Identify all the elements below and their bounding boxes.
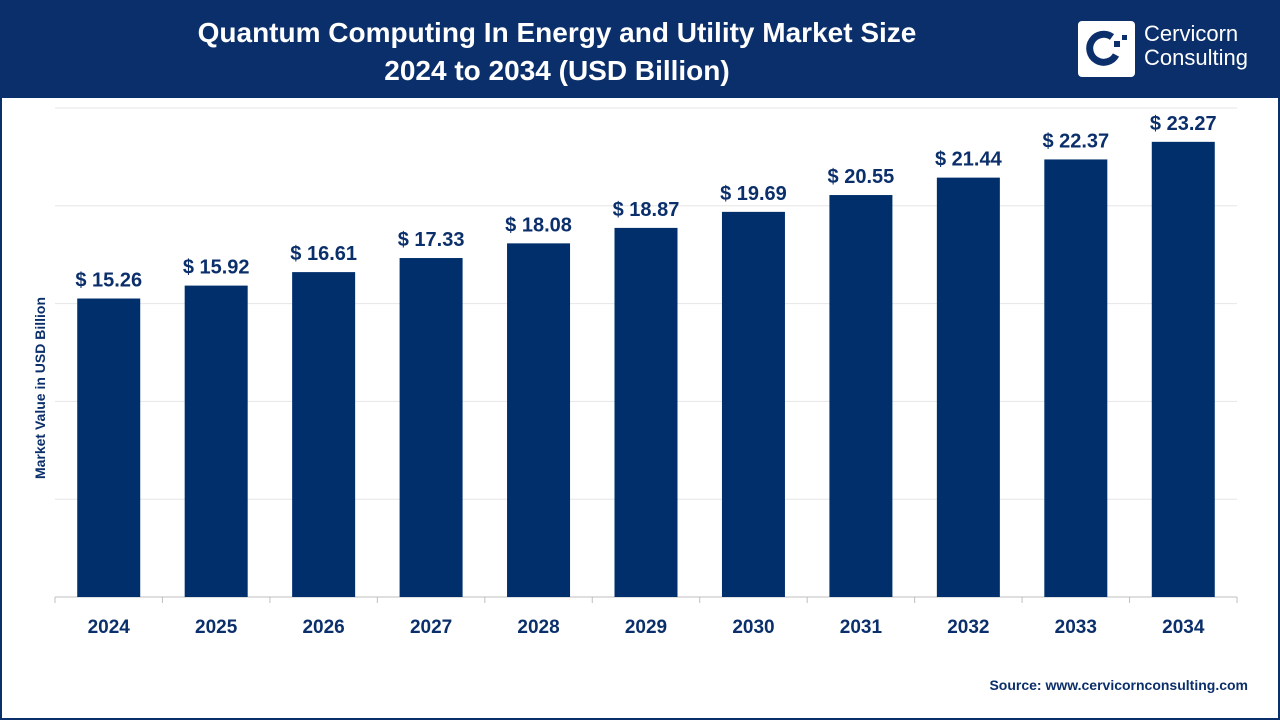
title-line-2: 2024 to 2034 (USD Billion) [384,55,730,86]
data-label-2025: $ 15.92 [183,257,250,279]
bar-2027 [399,258,463,597]
logo-line-2: Consulting [1144,45,1248,70]
data-label-2033: $ 22.37 [1042,130,1109,152]
header-banner: Quantum Computing In Energy and Utility … [2,2,1278,98]
x-tick-label-2025: 2025 [195,617,238,638]
data-label-2028: $ 18.08 [505,214,572,236]
bar-2026 [292,272,356,597]
bar-2024 [77,298,141,597]
x-tick-label-2030: 2030 [732,617,774,638]
x-tick-label-2027: 2027 [410,617,452,638]
data-label-2031: $ 20.55 [828,166,895,188]
data-label-2024: $ 15.26 [75,270,142,292]
data-label-2027: $ 17.33 [398,229,465,251]
cervicorn-logo-icon [1078,21,1135,77]
data-label-2032: $ 21.44 [935,149,1003,171]
source-text: Source: www.cervicornconsulting.com [989,677,1248,693]
x-tick-label-2033: 2033 [1055,617,1097,638]
x-tick-label-2028: 2028 [517,617,559,638]
x-tick-label-2034: 2034 [1162,617,1205,638]
logo-line-1: Cervicorn [1144,21,1239,46]
data-label-2029: $ 18.87 [613,199,680,221]
bar-2025 [184,285,248,597]
data-label-2030: $ 19.69 [720,183,787,205]
x-tick-label-2029: 2029 [625,617,667,638]
title-line-1: Quantum Computing In Energy and Utility … [197,17,917,48]
bar-2030 [721,211,785,598]
x-tick-label-2026: 2026 [302,617,344,638]
x-tick-label-2024: 2024 [88,617,131,638]
x-tick-label-2032: 2032 [947,617,989,638]
logo-text: Cervicorn Consulting [1144,22,1248,70]
chart-title: Quantum Computing In Energy and Utility … [2,14,1112,90]
bar-2028 [507,243,571,597]
bar-2034 [1151,141,1215,597]
bar-2032 [936,177,1000,597]
bar-2033 [1044,159,1108,597]
x-tick-label-2031: 2031 [840,617,883,638]
data-label-2026: $ 16.61 [290,243,357,265]
bar-2029 [614,227,678,597]
data-label-2034: $ 23.27 [1150,113,1217,135]
bar-2031 [829,195,893,598]
